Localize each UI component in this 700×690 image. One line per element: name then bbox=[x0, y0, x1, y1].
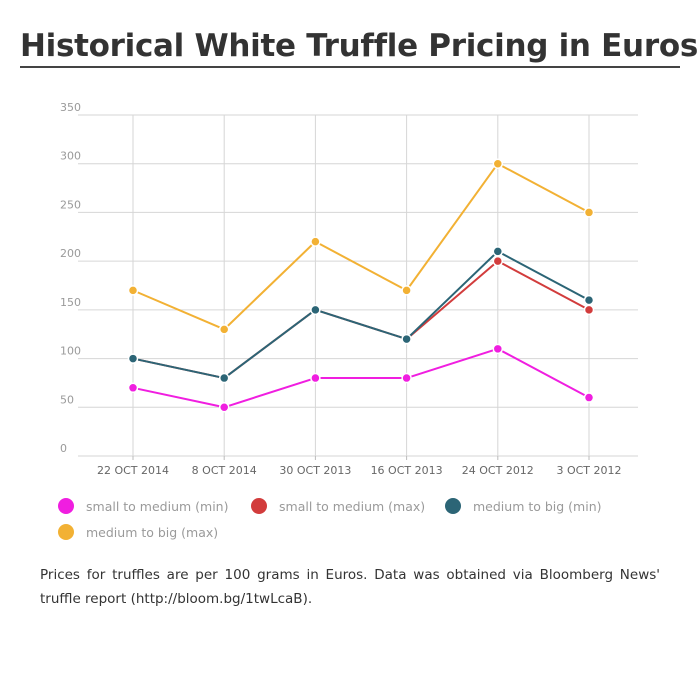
chart-title: Historical White Truffle Pricing in Euro… bbox=[20, 28, 698, 64]
data-point bbox=[127, 285, 139, 296]
legend-swatch bbox=[58, 524, 74, 540]
legend-swatch bbox=[58, 498, 74, 514]
x-tick-label: 16 OCT 2013 bbox=[371, 464, 443, 477]
legend-item: small to medium (min) bbox=[58, 498, 228, 514]
series-lines bbox=[127, 158, 595, 413]
legend-label: small to medium (min) bbox=[86, 498, 229, 514]
legend-label: medium to big (max) bbox=[86, 524, 219, 540]
series-line bbox=[132, 162, 590, 331]
x-tick-label: 30 OCT 2013 bbox=[279, 464, 351, 477]
data-point bbox=[310, 372, 321, 384]
data-point bbox=[583, 304, 595, 316]
x-tick-label: 22 OCT 2014 bbox=[97, 464, 169, 477]
y-tick-label: 150 bbox=[60, 296, 81, 309]
data-point bbox=[310, 236, 321, 247]
x-tick-label: 24 OCT 2012 bbox=[462, 464, 534, 477]
legend-swatch bbox=[445, 498, 461, 514]
data-point bbox=[127, 382, 139, 394]
y-tick-label: 50 bbox=[60, 393, 74, 406]
data-point bbox=[492, 246, 504, 257]
data-point bbox=[583, 294, 595, 306]
x-tick-label: 8 OCT 2014 bbox=[192, 464, 257, 477]
data-point bbox=[401, 333, 412, 345]
data-point bbox=[127, 353, 139, 364]
data-point bbox=[492, 158, 504, 169]
y-tick-label: 350 bbox=[60, 101, 81, 114]
y-tick-label: 250 bbox=[60, 198, 81, 211]
legend-label: small to medium (max) bbox=[279, 498, 426, 514]
y-tick-label: 200 bbox=[60, 247, 81, 260]
x-tick-label: 3 OCT 2012 bbox=[556, 464, 621, 477]
series-2 bbox=[127, 246, 595, 384]
series-line bbox=[132, 250, 590, 380]
gridlines bbox=[78, 114, 638, 460]
data-point bbox=[583, 392, 595, 403]
data-point bbox=[218, 402, 230, 413]
legend-item: small to medium (max) bbox=[251, 498, 425, 514]
data-point bbox=[492, 255, 504, 267]
legend-item: medium to big (min) bbox=[445, 498, 602, 514]
series-3 bbox=[127, 158, 595, 335]
y-axis-ticks: 0 50 100 150 200 250 300 350 bbox=[60, 101, 81, 455]
chart-caption: Prices for truffles are per 100 grams in… bbox=[40, 567, 660, 607]
data-point bbox=[310, 304, 321, 316]
legend-label: medium to big (min) bbox=[473, 498, 602, 514]
data-point bbox=[492, 343, 504, 355]
line-chart: 0 50 100 150 200 250 300 350 22 OCT 2014 8 OCT 2… bbox=[60, 101, 638, 477]
y-tick-label: 0 bbox=[60, 442, 67, 455]
data-point bbox=[583, 207, 595, 218]
title-underline bbox=[20, 66, 680, 68]
series-line bbox=[132, 347, 590, 409]
data-point bbox=[218, 372, 230, 384]
y-tick-label: 300 bbox=[60, 150, 81, 163]
data-point bbox=[401, 372, 412, 384]
x-axis-ticks: 22 OCT 2014 8 OCT 2014 30 OCT 2013 16 OCT 2… bbox=[97, 464, 622, 477]
data-point bbox=[218, 324, 230, 335]
legend-swatch bbox=[251, 498, 267, 514]
y-tick-label: 100 bbox=[60, 345, 81, 358]
series-0 bbox=[127, 343, 595, 413]
legend-item: medium to big (max) bbox=[58, 524, 218, 540]
data-point bbox=[401, 285, 412, 296]
